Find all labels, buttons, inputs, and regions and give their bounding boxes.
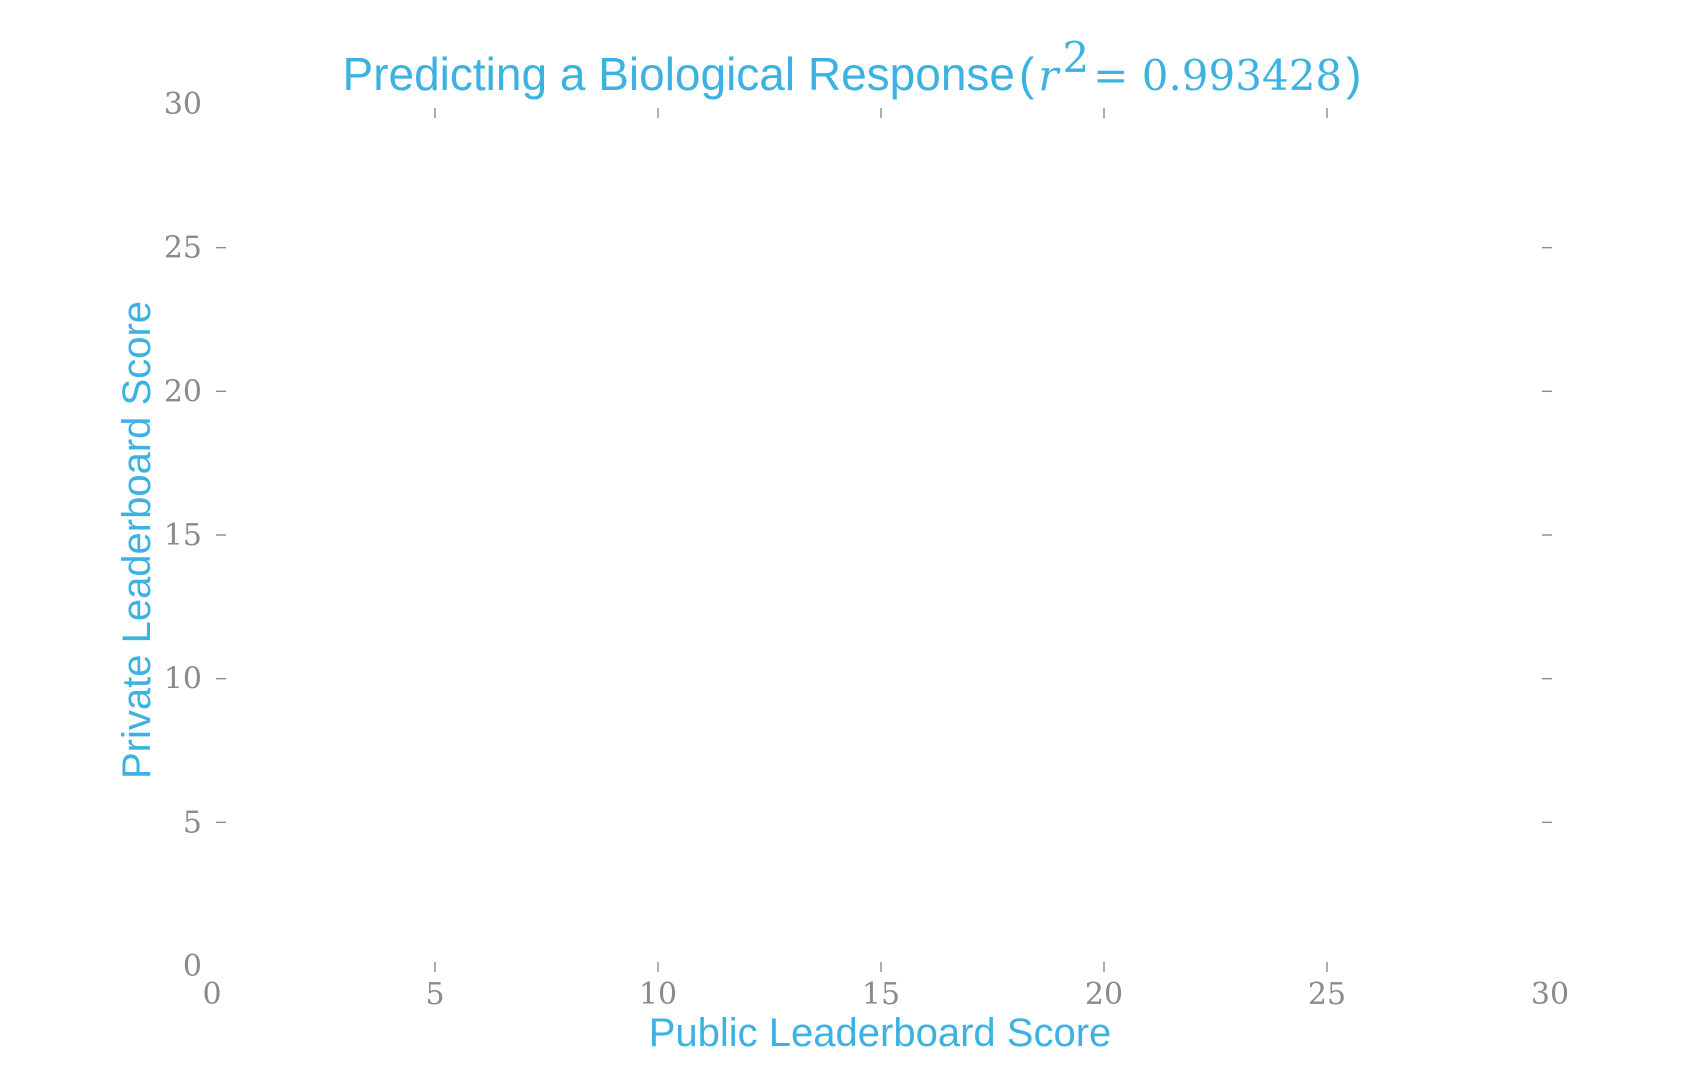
title-stat-exponent: 2 bbox=[1062, 33, 1089, 82]
x-axis-ticks: 0 5 10 15 20 25 30 bbox=[202, 108, 1569, 1012]
y-axis-ticks: 0 5 10 15 20 25 30 bbox=[164, 87, 1552, 984]
title-stat-relation: = bbox=[1093, 51, 1142, 100]
y-tick-label: 10 bbox=[164, 662, 202, 697]
y-axis-label: Private Leaderboard Score bbox=[115, 301, 159, 779]
x-axis-label: Public Leaderboard Score bbox=[649, 1011, 1112, 1055]
chart-title: Predicting a Biological Response ( r 2 =… bbox=[343, 33, 1362, 100]
x-tick-label: 0 bbox=[202, 977, 221, 1012]
y-tick-label: 15 bbox=[164, 518, 202, 553]
chart-title-text: Predicting a Biological Response bbox=[343, 48, 1016, 100]
x-tick-label: 25 bbox=[1308, 977, 1346, 1012]
x-tick-label: 15 bbox=[862, 977, 900, 1012]
y-tick-label: 20 bbox=[164, 374, 202, 409]
x-tick-label: 5 bbox=[425, 977, 444, 1012]
y-tick-label: 30 bbox=[164, 87, 202, 122]
title-close-paren: ) bbox=[1346, 48, 1361, 100]
title-stat-symbol: r bbox=[1038, 51, 1061, 100]
x-tick-label: 30 bbox=[1531, 977, 1569, 1012]
x-tick-label: 10 bbox=[639, 977, 677, 1012]
x-tick-label: 20 bbox=[1085, 977, 1123, 1012]
title-open-paren: ( bbox=[1019, 48, 1035, 100]
y-tick-label: 25 bbox=[164, 231, 202, 266]
y-tick-label: 0 bbox=[183, 949, 202, 984]
y-tick-label: 5 bbox=[183, 805, 202, 840]
title-stat-value: 0.993428 bbox=[1142, 51, 1342, 100]
